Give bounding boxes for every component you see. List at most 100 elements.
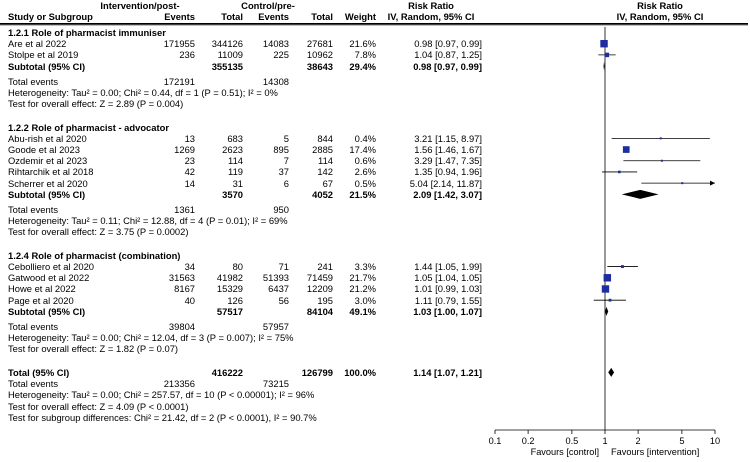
study-marker [603, 274, 612, 282]
study-events-intervention: 14 [184, 177, 195, 189]
study-total-intervention: 114 [228, 155, 243, 167]
total-events-label: Total events [8, 378, 59, 390]
overall-effect-text: Test for overall effect: Z = 2.89 (P = 0… [8, 98, 184, 110]
header-study: Study or Subgroup [8, 11, 93, 22]
study-marker [681, 182, 684, 185]
study-risk-ratio: 1.44 [1.05, 1.99] [414, 261, 482, 273]
total-total-control: 126799 [301, 366, 333, 378]
study-name: Scherrer et al 2020 [8, 177, 88, 189]
ci-arrow [710, 180, 715, 186]
study-total-intervention: 31 [232, 177, 243, 189]
total-label: Total (95% CI) [8, 366, 70, 378]
total-events-label: Total events [8, 203, 59, 215]
subtotal-weight: 49.1% [349, 305, 376, 317]
study-events-intervention: 23 [184, 155, 195, 167]
total-events-control: 950 [273, 203, 289, 215]
study-name: Rihtarchik et al 2018 [8, 166, 94, 178]
subtotal-label: Subtotal (95% CI) [8, 305, 86, 317]
study-risk-ratio: 1.56 [1.46, 1.67] [414, 144, 482, 156]
study-total-intervention: 41982 [216, 272, 243, 284]
study-weight: 21.7% [349, 272, 376, 284]
study-name: Ozdemir et al 2023 [8, 155, 88, 167]
study-total-control: 67 [322, 177, 333, 189]
study-risk-ratio: 1.05 [1.04, 1.05] [414, 272, 482, 284]
study-total-intervention: 80 [232, 261, 243, 273]
total-events-intervention: 39804 [168, 321, 195, 332]
header-group1: Intervention/post- [100, 0, 180, 11]
header-rr-method: IV, Random, 95% CI [387, 11, 475, 22]
pooled-diamond [603, 61, 605, 71]
study-marker [659, 137, 662, 140]
study-name: Are et al 2022 [8, 38, 67, 50]
study-events-intervention: 236 [179, 49, 195, 61]
header-total-2: Total [311, 11, 333, 22]
subgroup-differences-text: Test for subgroup differences: Chi² = 21… [8, 411, 317, 423]
study-total-intervention: 344126 [211, 38, 243, 50]
total-events-intervention: 172191 [163, 75, 195, 87]
subtotal-total-intervention: 3570 [222, 188, 243, 200]
pooled-diamond [621, 189, 659, 199]
study-risk-ratio: 1.11 [0.79, 1.55] [414, 294, 482, 306]
study-total-control: 2885 [312, 144, 333, 156]
study-events-intervention: 13 [184, 132, 195, 144]
study-risk-ratio: 3.21 [1.15, 8.97] [414, 132, 482, 144]
study-total-control: 195 [317, 294, 333, 306]
study-events-control: 6437 [268, 283, 289, 295]
total-events-intervention: 1361 [174, 203, 195, 215]
header-group2: Control/pre- [241, 0, 295, 11]
study-risk-ratio: 1.01 [0.99, 1.03] [414, 283, 482, 295]
subtotal-total-control: 84104 [306, 305, 333, 317]
study-marker [618, 170, 621, 174]
subtotal-total-control: 38643 [306, 60, 333, 72]
total-total-intervention: 416222 [211, 366, 243, 378]
study-events-intervention: 42 [184, 166, 195, 178]
study-marker [660, 159, 663, 162]
favours-intervention-label: Favours [intervention] [611, 447, 699, 457]
study-events-intervention: 1269 [174, 144, 195, 156]
subgroup-title: 1.2.4 Role of pharmacist (combination) [8, 249, 181, 261]
total-events-intervention: 213356 [163, 378, 195, 390]
total-overall-effect-text: Test for overall effect: Z = 4.09 (P < 0… [8, 400, 189, 412]
study-weight: 0.6% [354, 155, 376, 167]
pooled-diamond [605, 306, 609, 316]
study-risk-ratio: 0.98 [0.97, 0.99] [414, 38, 482, 50]
total-events-control: 57957 [262, 321, 289, 332]
study-events-control: 895 [273, 144, 289, 156]
favours-control-label: Favours [control] [531, 447, 599, 457]
total-heterogeneity-text: Heterogeneity: Tau² = 0.00; Chi² = 257.5… [8, 389, 315, 401]
subtotal-label: Subtotal (95% CI) [8, 60, 86, 72]
study-events-control: 56 [278, 294, 289, 306]
study-events-control: 37 [278, 166, 289, 178]
total-weight: 100.0% [344, 366, 376, 378]
header-events-2: Events [258, 11, 289, 22]
x-tick-label: 10 [710, 436, 720, 446]
study-events-control: 225 [273, 49, 289, 61]
study-total-intervention: 683 [227, 132, 243, 144]
x-tick-label: 0.2 [522, 436, 535, 446]
subgroup-title: 1.2.1 Role of pharmacist immuniser [8, 27, 166, 38]
x-tick-label: 5 [679, 436, 684, 446]
subtotal-weight: 29.4% [349, 60, 376, 72]
study-total-intervention: 126 [227, 294, 243, 306]
heterogeneity-text: Heterogeneity: Tau² = 0.11; Chi² = 12.88… [8, 215, 288, 227]
subtotal-risk-ratio: 0.98 [0.97, 0.99] [413, 60, 482, 72]
study-name: Stolpe et al 2019 [8, 49, 79, 61]
subgroup-title: 1.2.2 Role of pharmacist - advocator [8, 121, 169, 133]
total-events-control: 73215 [262, 378, 289, 390]
study-name: Goode et al 2023 [8, 144, 80, 156]
study-marker [608, 298, 612, 302]
x-tick-label: 0.1 [489, 436, 502, 446]
study-weight: 2.6% [354, 166, 376, 178]
study-total-control: 10962 [306, 49, 333, 61]
study-marker [620, 265, 624, 269]
total-risk-ratio: 1.14 [1.07, 1.21] [413, 366, 482, 378]
subtotal-label: Subtotal (95% CI) [8, 188, 86, 200]
study-events-intervention: 8167 [174, 283, 195, 295]
header-weight: Weight [344, 11, 376, 22]
study-events-control: 14083 [262, 38, 289, 50]
header-rr-label: Risk Ratio [408, 0, 454, 11]
study-name: Howe et al 2022 [8, 283, 76, 295]
subtotal-total-intervention: 355135 [211, 60, 243, 72]
header-total-1: Total [221, 11, 243, 22]
